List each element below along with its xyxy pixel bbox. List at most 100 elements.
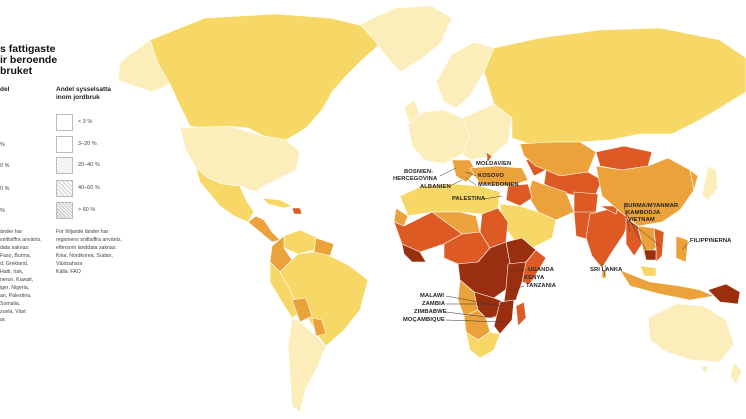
region-iraq-syria bbox=[505, 183, 533, 207]
note-left-line: Faso, Burma, bbox=[0, 253, 32, 259]
region-russia bbox=[483, 27, 746, 145]
label-mocambique: MOÇAMBIQUE bbox=[403, 317, 445, 323]
legend-left-label-4: % bbox=[0, 208, 5, 214]
leader-line-burma bbox=[623, 205, 631, 233]
label-uganda: UGANDA bbox=[528, 267, 555, 273]
label-sri-lanka: SRI LANKA bbox=[590, 267, 623, 273]
leader-line-malawi bbox=[445, 295, 501, 307]
region-haiti bbox=[291, 207, 303, 215]
note-right-line: eftersom landdata saknas: bbox=[56, 245, 117, 251]
region-argentina-chile bbox=[287, 317, 327, 413]
label-vietnam: VIETNAM bbox=[628, 217, 655, 223]
leader-line-kambodja bbox=[625, 212, 649, 255]
legend-heading-line-2: inom jordbruk bbox=[56, 94, 100, 101]
leader-line-moldavien bbox=[485, 157, 489, 165]
note-left-line: data saknas: bbox=[0, 245, 30, 251]
region-malaysia bbox=[639, 265, 657, 277]
region-india bbox=[585, 207, 631, 269]
region-turkey bbox=[469, 165, 529, 187]
note-source: Källa: FAO bbox=[56, 269, 81, 275]
note-left-line: iger, Nigeria, bbox=[0, 285, 30, 291]
region-australia bbox=[647, 303, 735, 363]
legend-label-2: 3–20 % bbox=[78, 141, 97, 147]
region-central-america bbox=[247, 215, 281, 243]
label-palestina: PALESTINA bbox=[452, 196, 486, 202]
note-left-line: Haiti, Irak, bbox=[0, 269, 24, 275]
region-balkans bbox=[451, 159, 477, 183]
leader-line-mocambique bbox=[445, 319, 505, 323]
label-moldavien: MOLDAVIEN bbox=[476, 161, 512, 167]
label-leader-lines bbox=[439, 157, 691, 323]
note-left-line: zuela, Väst bbox=[0, 309, 26, 315]
note-left-line: änder har bbox=[0, 229, 23, 235]
region-alaska bbox=[117, 39, 171, 93]
note-left-line: Somalia, bbox=[0, 301, 21, 307]
leader-line-makedonien bbox=[465, 177, 477, 186]
region-korea bbox=[689, 169, 699, 191]
label-burma: BURMA/MYANMAR bbox=[624, 203, 679, 209]
map-title: s fattigaste ir beroende bruket bbox=[0, 44, 80, 77]
region-nepal bbox=[599, 205, 619, 215]
note-left-line: snittsiffra använts, bbox=[0, 237, 42, 243]
region-south-africa bbox=[465, 331, 501, 359]
region-mexico bbox=[195, 167, 255, 223]
region-japan bbox=[701, 165, 719, 201]
legend-left-label-1: % bbox=[0, 142, 5, 148]
note-right: För följande länder har regionens snitts… bbox=[56, 228, 122, 276]
legend-left-heading: del bbox=[0, 86, 10, 93]
note-left-line: nerun, Kuwait, bbox=[0, 277, 34, 283]
note-left-line: ar. bbox=[0, 317, 6, 323]
legend-label-5: > 60 % bbox=[78, 207, 96, 213]
region-indonesia bbox=[619, 269, 715, 301]
region-mozambique bbox=[493, 299, 515, 335]
legend-left-label-3: 0 % bbox=[0, 186, 10, 192]
leader-line-tanzania bbox=[509, 285, 525, 291]
leader-line-zimbabwe bbox=[445, 311, 495, 319]
label-kosovo: KOSOVO bbox=[478, 173, 505, 179]
legend-swatch-2 bbox=[56, 136, 73, 153]
title-line-1: s fattigaste bbox=[0, 43, 56, 55]
legend-swatch-1 bbox=[56, 114, 73, 131]
label-makedonien: MAKEDONIEN bbox=[478, 182, 519, 188]
label-hercegovina: HERCEGOVINA bbox=[393, 176, 438, 182]
label-malawi: MALAWI bbox=[420, 293, 445, 299]
region-brazil bbox=[279, 251, 369, 347]
leader-line-bosnien bbox=[439, 167, 457, 177]
legend-heading-line-1: Andel sysselsatta bbox=[56, 86, 111, 93]
region-sri-lanka bbox=[601, 269, 607, 279]
legend-swatch-5 bbox=[56, 202, 73, 219]
label-kambodja: KAMBODJA bbox=[626, 210, 661, 216]
region-philippines bbox=[675, 235, 689, 263]
region-uk-ireland bbox=[403, 99, 421, 125]
region-greenland bbox=[359, 5, 453, 73]
note-left-line: an, Palestina, bbox=[0, 293, 32, 299]
region-png bbox=[707, 283, 741, 305]
region-guinea-coast bbox=[401, 243, 427, 263]
region-afghanistan bbox=[573, 191, 599, 215]
legend-left-label-2: 0 % bbox=[0, 163, 10, 169]
leader-line-sri-lanka bbox=[603, 264, 607, 277]
region-sahel bbox=[431, 211, 481, 235]
region-china bbox=[595, 157, 695, 227]
leader-line-kosovo bbox=[465, 171, 477, 177]
label-filippinerna: FILIPPINERNA bbox=[690, 238, 732, 244]
legend-label-1: < 3 % bbox=[78, 119, 93, 125]
leader-line-filippinerna bbox=[681, 240, 691, 251]
label-zambia: ZAMBIA bbox=[422, 301, 446, 307]
label-kenya: KENYA bbox=[524, 275, 545, 281]
region-east-africa bbox=[503, 261, 527, 303]
leader-line-kenya bbox=[519, 275, 523, 279]
label-zimbabwe: ZIMBABWE bbox=[414, 309, 447, 315]
region-burma bbox=[625, 217, 643, 257]
legend-label-3: 20–40 % bbox=[78, 162, 100, 168]
label-albanien: ALBANIEN bbox=[420, 184, 451, 190]
label-bosnien: BOSNIEN- bbox=[404, 169, 434, 175]
legend-heading: Andel sysselsatta inom jordbruk bbox=[56, 86, 111, 102]
title-line-3: bruket bbox=[0, 65, 33, 77]
note-right-line: Kina, Nordkorea, Sudan, bbox=[56, 253, 113, 259]
region-western-europe bbox=[407, 109, 471, 165]
region-paraguay bbox=[311, 317, 327, 337]
note-left: änder har snittsiffra använts, data sakn… bbox=[0, 228, 42, 324]
legend-swatch-4 bbox=[56, 180, 73, 197]
